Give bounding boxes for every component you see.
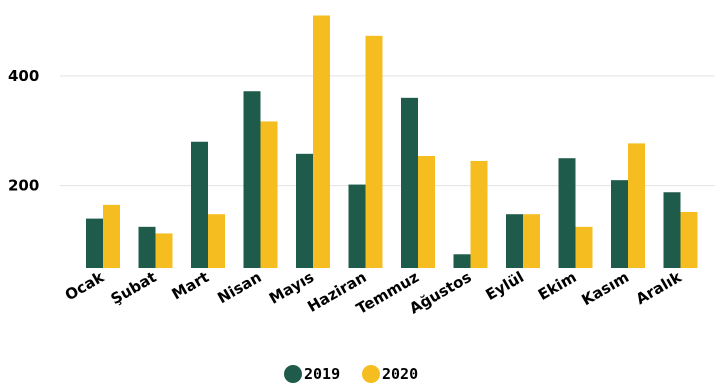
legend-marker-2020 <box>362 365 380 383</box>
x-tick-label: Aralık <box>633 267 686 308</box>
bar-2019-Mart <box>191 141 208 268</box>
legend-label-2020: 2020 <box>382 365 418 383</box>
bar-2019-Eylül <box>506 214 523 268</box>
bar-2020-Ekim <box>575 226 593 268</box>
x-tick-label: Mart <box>169 268 212 303</box>
bar-2020-Ağustos <box>470 160 488 268</box>
legend-label-2019: 2019 <box>304 365 340 383</box>
bar-2020-Nisan <box>260 121 278 268</box>
x-tick-label: Nisan <box>214 268 264 307</box>
bar-2019-Şubat <box>138 226 156 268</box>
bar-2020-Temmuz <box>418 156 435 268</box>
bar-2019-Haziran <box>348 184 366 268</box>
bar-2019-Nisan <box>243 91 261 268</box>
y-axis-ticks: 200 400 <box>8 67 39 195</box>
bar-2019-Aralık <box>663 192 681 268</box>
x-tick-label: Şubat <box>108 268 160 308</box>
x-tick-label: Eylül <box>482 268 527 304</box>
gridlines <box>60 75 715 187</box>
x-tick-label: Ekim <box>535 268 580 304</box>
bar-2020-Eylül <box>523 214 540 268</box>
bar-2019-Kasım <box>611 180 628 268</box>
bar-2019-Ağustos <box>453 254 471 268</box>
bar-2020-Şubat <box>155 233 173 268</box>
y-tick-label: 400 <box>8 67 39 85</box>
y-tick-label: 200 <box>8 177 39 195</box>
x-tick-label: Kasım <box>578 268 632 309</box>
legend-marker-2019 <box>284 365 302 383</box>
bar-2020-Aralık <box>680 212 698 268</box>
bar-2019-Mayıs <box>296 153 313 268</box>
bar-2019-Ocak <box>86 218 103 268</box>
legend: 2019 2020 <box>284 365 418 383</box>
bar-2020-Kasım <box>628 143 645 268</box>
bar-2020-Ocak <box>103 204 120 268</box>
x-tick-label: Ocak <box>62 267 108 304</box>
bar-2019-Temmuz <box>401 97 418 268</box>
bar-2020-Mart <box>208 214 225 268</box>
bar-2020-Mayıs <box>313 15 330 268</box>
bar-2019-Ekim <box>558 158 576 268</box>
bars <box>86 15 698 268</box>
bar-2020-Haziran <box>365 35 383 268</box>
x-axis-labels: Ocak Şubat Mart Nisan MayısHaziranTemmuzAğus… <box>62 267 686 318</box>
